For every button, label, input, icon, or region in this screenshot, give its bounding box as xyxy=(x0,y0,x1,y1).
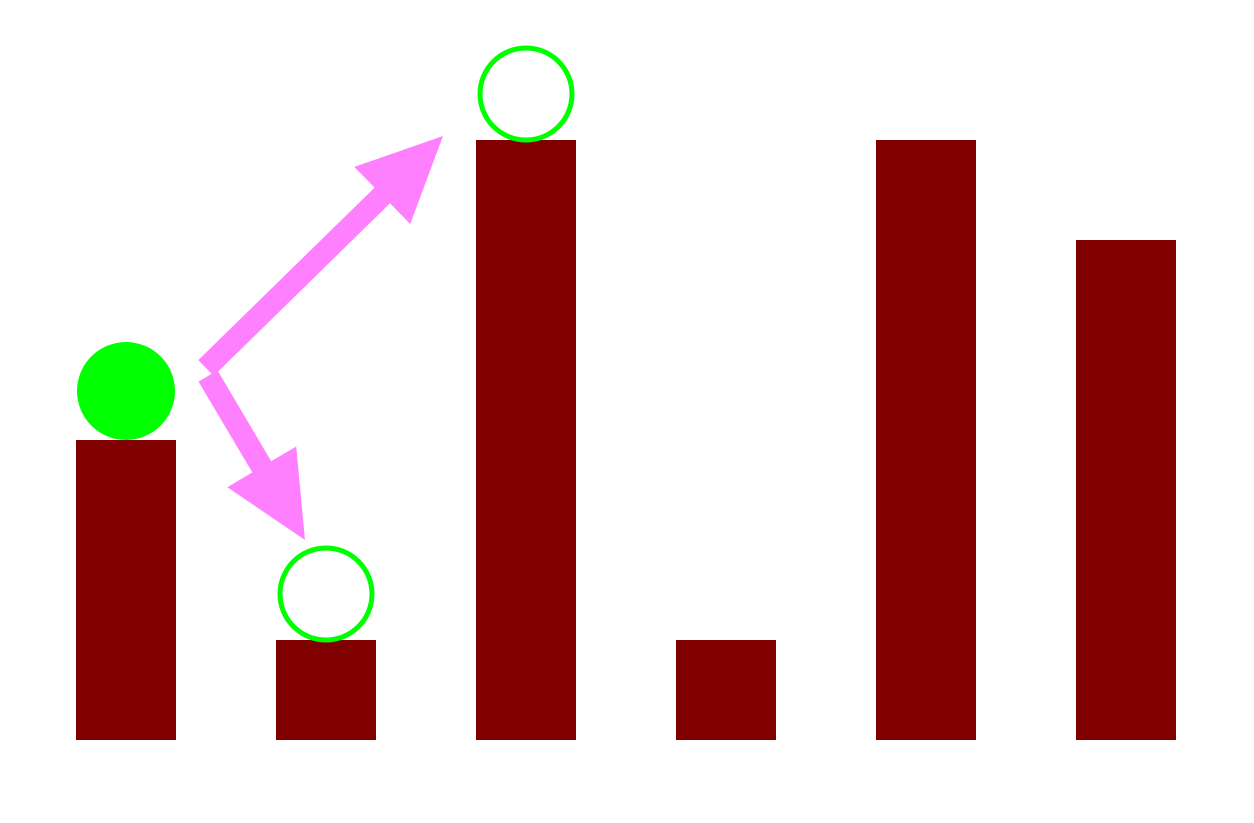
pillar-5[interactable] xyxy=(876,140,976,740)
target-ring-pillar-2[interactable] xyxy=(277,545,375,643)
tokens-layer xyxy=(77,45,575,643)
pillars-layer xyxy=(76,140,1176,740)
player-ball[interactable] xyxy=(77,342,175,440)
arrow-down-right-icon[interactable] xyxy=(198,370,306,540)
pillar-4[interactable] xyxy=(676,640,776,740)
target-ring-pillar-3[interactable] xyxy=(477,45,575,143)
arrows-layer xyxy=(198,136,443,540)
pillar-2[interactable] xyxy=(276,640,376,740)
arrow-up-right-icon[interactable] xyxy=(198,136,443,376)
pillar-1[interactable] xyxy=(76,440,176,740)
pillar-3[interactable] xyxy=(476,140,576,740)
pillar-6[interactable] xyxy=(1076,240,1176,740)
